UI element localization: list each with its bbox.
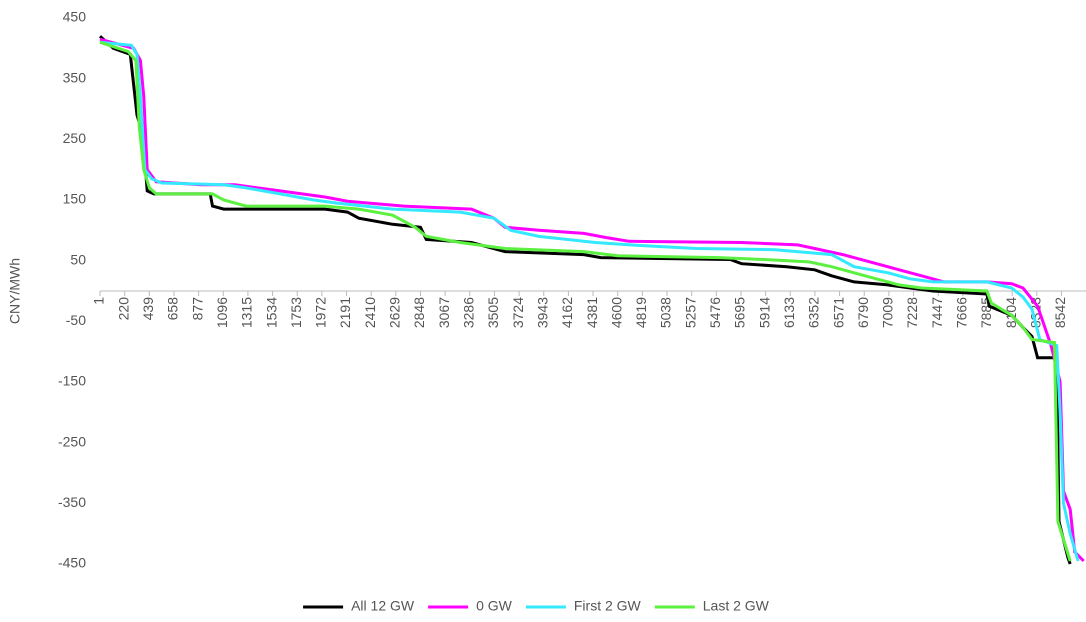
x-tick-label: 6571 (830, 297, 846, 328)
y-tick-label: 250 (63, 130, 87, 146)
y-tick-label: -250 (58, 433, 86, 449)
x-tick-label: 7447 (929, 297, 945, 328)
x-tick-label: 2848 (411, 297, 427, 328)
x-tick-label: 6790 (855, 297, 871, 328)
x-tick-label: 3505 (485, 297, 501, 328)
y-tick-label: -50 (66, 312, 86, 328)
x-tick-label: 877 (189, 297, 205, 321)
x-tick-label: 2629 (387, 297, 403, 328)
legend-label: First 2 GW (574, 598, 642, 614)
x-tick-label: 5695 (732, 297, 748, 328)
x-tick-label: 3067 (436, 297, 452, 328)
x-tick-label: 4600 (608, 297, 624, 328)
x-tick-label: 4819 (633, 297, 649, 328)
series-line (99, 40, 1080, 562)
x-tick-label: 5257 (682, 297, 698, 328)
x-tick-label: 220 (115, 297, 131, 321)
y-tick-label: 50 (70, 251, 86, 267)
x-tick-label: 3286 (460, 297, 476, 328)
y-tick-label: 150 (63, 191, 87, 207)
y-tick-label: 450 (63, 9, 87, 25)
x-tick-label: 2191 (337, 297, 353, 328)
x-tick-label: 3943 (534, 297, 550, 328)
y-tick-label: -350 (58, 494, 86, 510)
y-axis-label: CNY/MWh (7, 258, 23, 324)
x-tick-label: 6352 (806, 297, 822, 328)
x-tick-label: 8323 (1028, 297, 1044, 328)
legend-label: All 12 GW (351, 598, 415, 614)
x-tick-label: 658 (165, 297, 181, 321)
x-tick-label: 1096 (214, 297, 230, 328)
x-tick-label: 5476 (707, 297, 723, 328)
x-tick-label: 8542 (1052, 297, 1068, 328)
y-tick-label: -450 (58, 555, 86, 571)
series-line (99, 40, 1072, 562)
x-tick-label: 6133 (781, 297, 797, 328)
x-tick-label: 5914 (756, 297, 772, 328)
x-tick-label: 1 (91, 297, 107, 305)
x-tick-label: 1534 (263, 297, 279, 328)
x-tick-label: 3724 (510, 297, 526, 328)
x-tick-label: 1315 (239, 297, 255, 328)
x-tick-label: 2410 (362, 297, 378, 328)
x-tick-label: 7228 (904, 297, 920, 328)
y-tick-label: 350 (63, 69, 87, 85)
x-tick-label: 1753 (288, 297, 304, 328)
x-tick-label: 4381 (584, 297, 600, 328)
x-tick-label: 439 (140, 297, 156, 321)
y-tick-label: -150 (58, 373, 86, 389)
x-tick-label: 7009 (880, 297, 896, 328)
legend-label: 0 GW (476, 598, 513, 614)
x-tick-label: 7666 (954, 297, 970, 328)
x-tick-label: 5038 (658, 297, 674, 328)
legend-label: Last 2 GW (703, 598, 770, 614)
x-tick-label: 1972 (313, 297, 329, 328)
x-tick-label: 4162 (559, 297, 575, 328)
